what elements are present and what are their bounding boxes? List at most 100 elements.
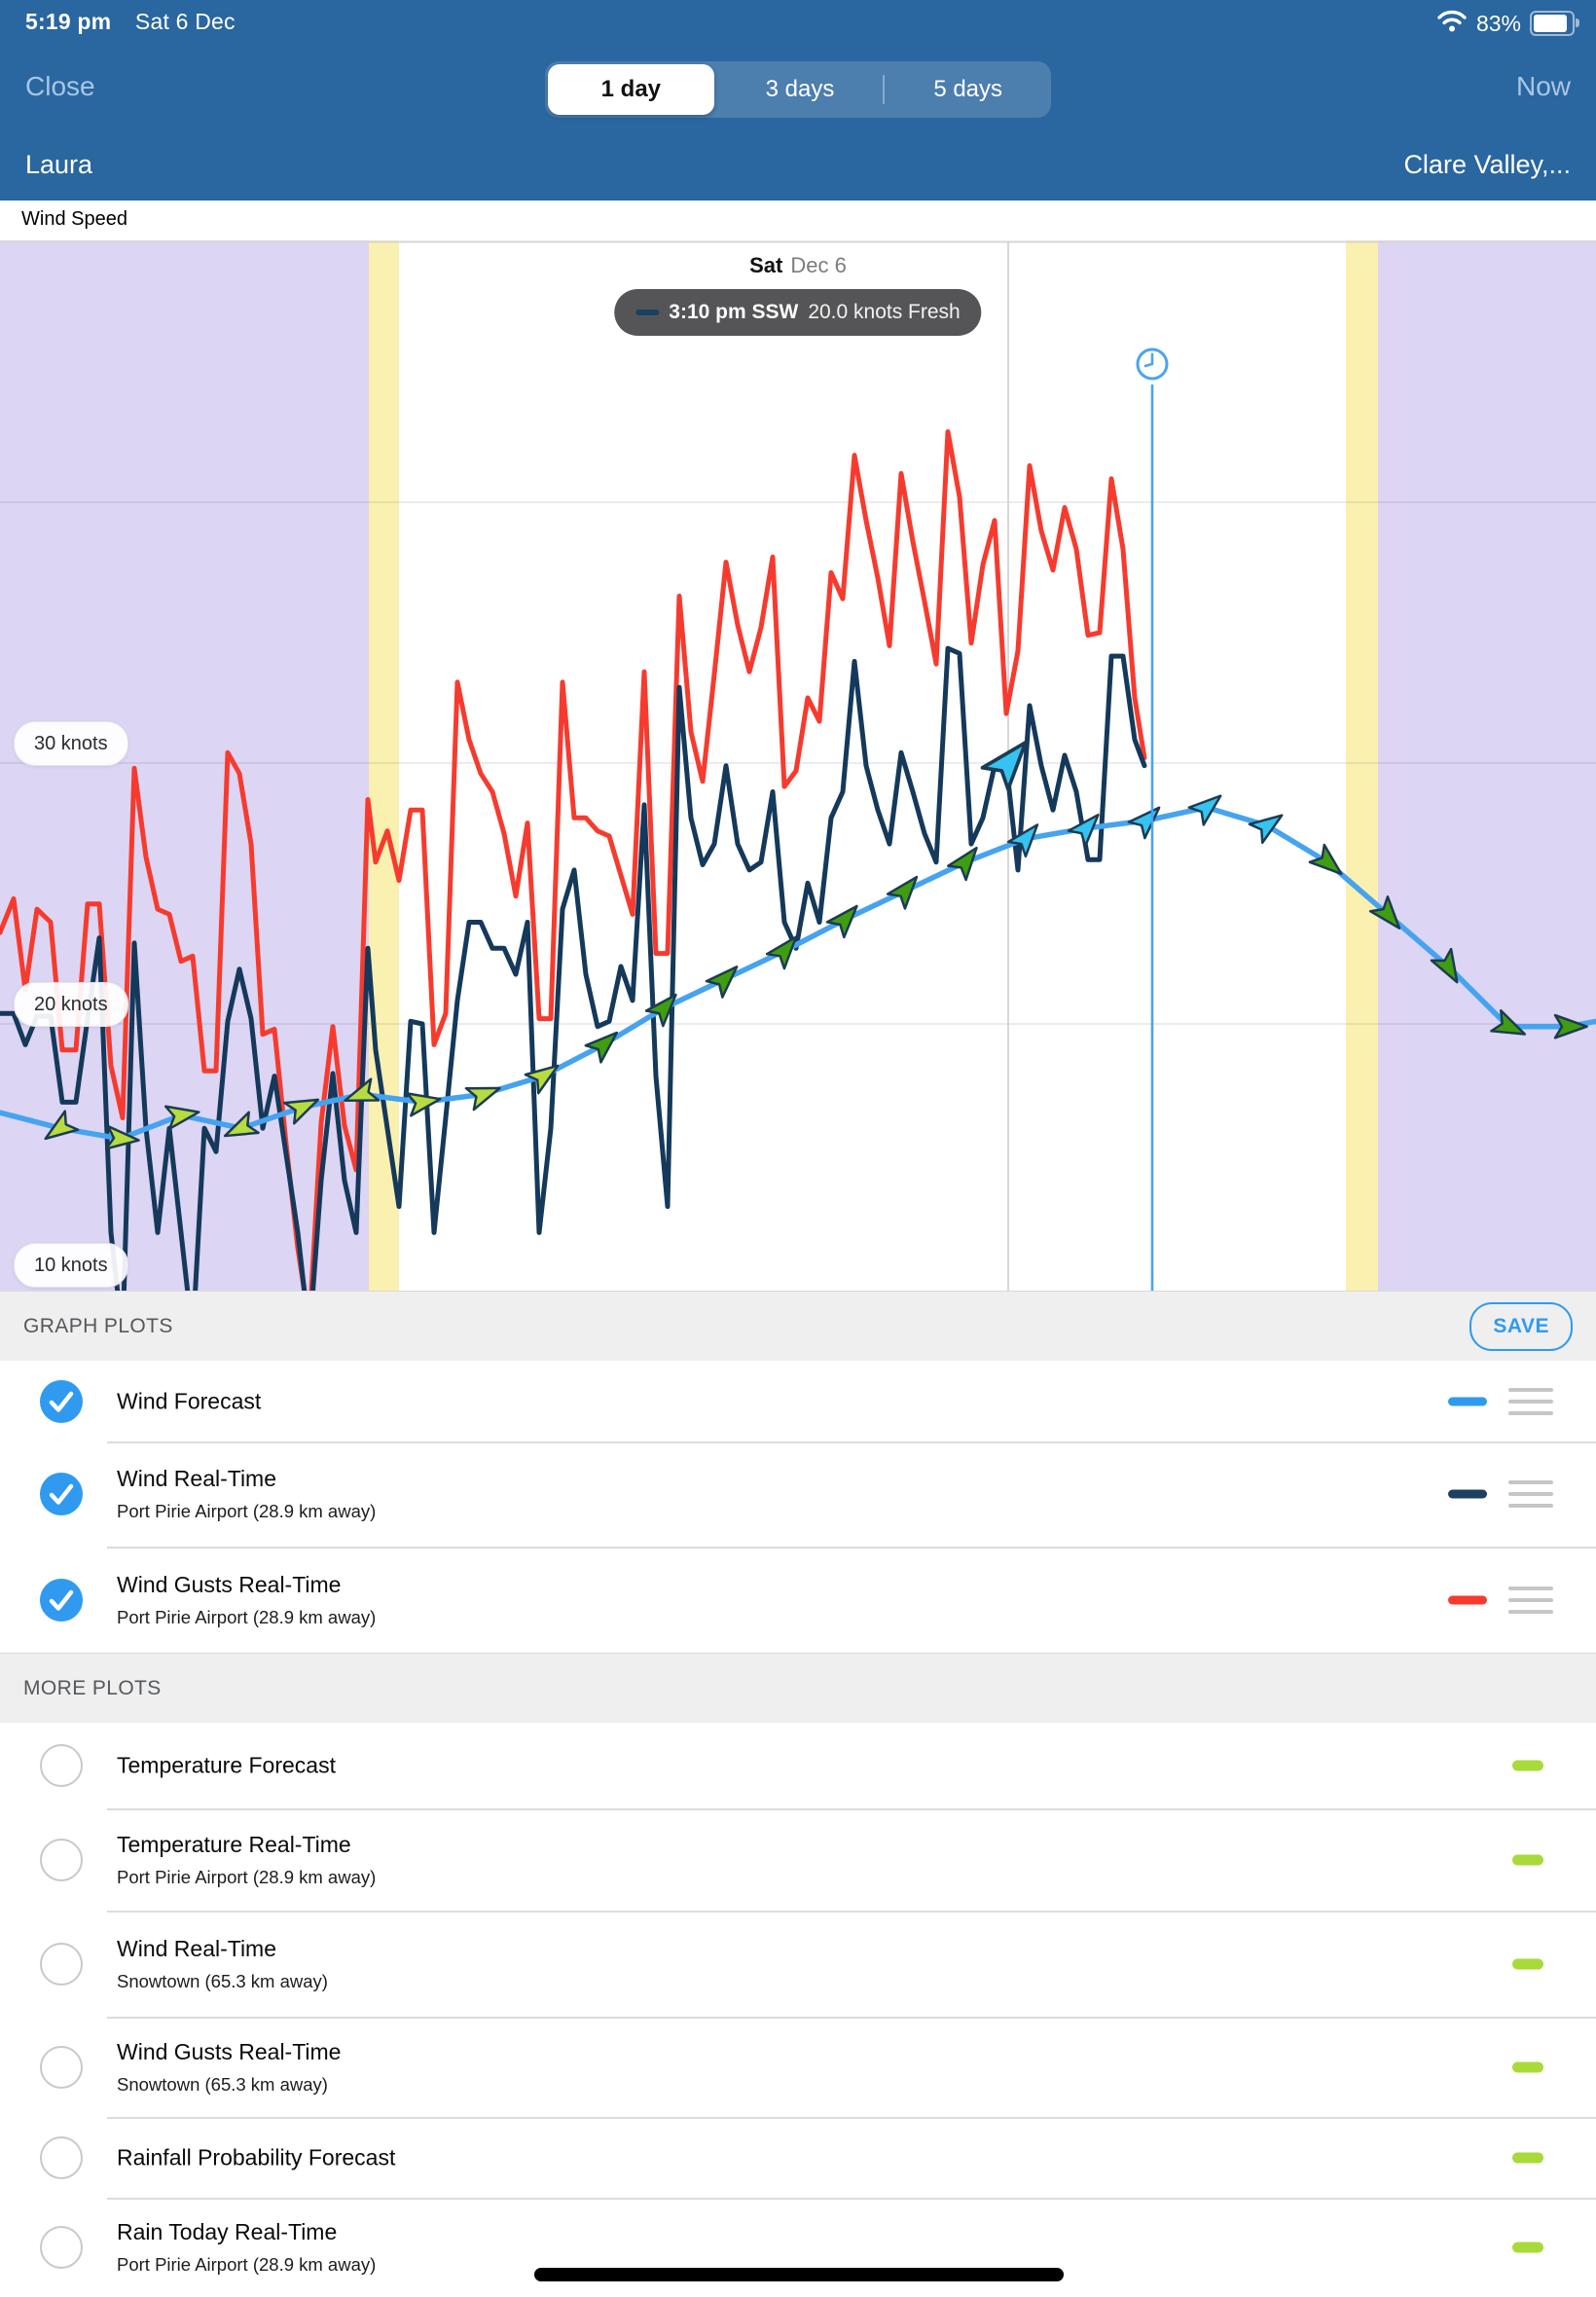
plot-title: Wind Gusts Real-Time: [117, 2038, 342, 2064]
segment-3-days[interactable]: 3 days: [765, 76, 835, 102]
clock-icon: [1136, 347, 1169, 381]
more-plots-header: MORE PLOTS: [23, 1677, 162, 1699]
drag-handle-icon[interactable]: [1508, 1480, 1553, 1508]
plot-row-rain-today-real-time[interactable]: Rain Today Real-Time Port Pirie Airport (…: [0, 2198, 1596, 2297]
unchecked-checkbox[interactable]: [40, 2226, 83, 2269]
plot-subtitle: Port Pirie Airport (28.9 km away): [117, 1501, 377, 1521]
plot-title: Temperature Real-Time: [117, 1831, 351, 1857]
unchecked-checkbox[interactable]: [40, 2135, 83, 2179]
home-indicator[interactable]: [534, 2268, 1064, 2281]
twilight-band: [369, 240, 399, 1291]
plot-row-wind-gusts-real-time[interactable]: Wind Gusts Real-Time Snowtown (65.3 km aw…: [0, 2017, 1596, 2117]
plot-title: Wind Real-Time: [117, 1935, 277, 1961]
more-plots-header-band: MORE PLOTS: [0, 1653, 1596, 1725]
plot-title: Wind Gusts Real-Time: [117, 1571, 342, 1597]
unchecked-checkbox[interactable]: [40, 1838, 83, 1881]
graph-plots-header: GRAPH PLOTS: [23, 1315, 173, 1337]
location-bar: Laura Clare Valley,...: [0, 144, 1596, 193]
wind-direction-arrow-icon: [1006, 823, 1039, 858]
plot-color-dash-icon: [1448, 1489, 1487, 1499]
wind-direction-arrow-icon: [464, 1086, 501, 1112]
unchecked-checkbox[interactable]: [40, 2045, 83, 2089]
wind-direction-arrow-icon: [705, 966, 739, 999]
plot-color-dash-icon: [1512, 2152, 1543, 2163]
plot-row-wind-real-time[interactable]: Wind Real-Time Port Pirie Airport (28.9 k…: [0, 1441, 1596, 1547]
series-wind-gusts-real-time: [0, 429, 1147, 1291]
wind-direction-arrow-icon: [825, 904, 858, 939]
segment-divider: [883, 75, 886, 104]
plot-color-dash-icon: [1512, 1760, 1543, 1771]
plot-color-dash-icon: [1512, 2061, 1543, 2072]
wind-speed-chart[interactable]: Sat Dec 6 3:10 pm SSW 20.0 knots Fresh 30…: [0, 240, 1596, 1291]
now-button[interactable]: Now: [1515, 71, 1571, 101]
drag-handle-icon[interactable]: [1508, 1586, 1553, 1614]
battery-icon: [1530, 11, 1579, 36]
series-wind-real-time: [0, 645, 1147, 1291]
unchecked-checkbox[interactable]: [40, 1744, 83, 1787]
plot-title: Rain Today Real-Time: [117, 2219, 338, 2244]
plot-color-dash-icon: [1512, 2242, 1543, 2253]
wind-direction-arrow-icon: [283, 1098, 320, 1125]
plot-row-temperature-real-time[interactable]: Temperature Real-Time Port Pirie Airport …: [0, 1808, 1596, 1911]
wind-direction-arrow-icon: [1430, 947, 1459, 984]
chart-title-strip: Wind Speed: [0, 201, 1596, 240]
plot-row-temperature-forecast[interactable]: Temperature Forecast: [0, 1723, 1596, 1808]
chart-canvas[interactable]: [0, 240, 1596, 1291]
plot-title: Temperature Forecast: [117, 1752, 336, 1778]
wind-direction-arrow-icon: [644, 993, 677, 1028]
plot-color-dash-icon: [1448, 1595, 1487, 1604]
region-name[interactable]: Clare Valley,...: [1403, 150, 1571, 179]
wind-direction-arrow-icon: [947, 846, 978, 882]
wind-direction-arrow-icon: [1067, 813, 1100, 848]
drag-handle-icon[interactable]: [1508, 1387, 1553, 1415]
wind-direction-arrow-icon: [1368, 895, 1401, 930]
y-axis-label-30: 30 knots: [14, 721, 128, 766]
plot-row-wind-real-time[interactable]: Wind Real-Time Snowtown (65.3 km away): [0, 1911, 1596, 2017]
status-time: 5:19 pm: [25, 9, 112, 34]
plot-row-wind-gusts-real-time[interactable]: Wind Gusts Real-Time Port Pirie Airport (…: [0, 1547, 1596, 1653]
plot-color-dash-icon: [1512, 1854, 1543, 1865]
plot-subtitle: Port Pirie Airport (28.9 km away): [117, 1866, 377, 1887]
wind-direction-arrow-icon: [344, 1077, 381, 1102]
plot-row-wind-forecast[interactable]: Wind Forecast: [0, 1361, 1596, 1441]
range-segmented-control: 1 day 3 days 5 days: [545, 61, 1051, 118]
checked-checkbox[interactable]: [40, 1473, 83, 1515]
checked-checkbox[interactable]: [40, 1578, 83, 1622]
plot-subtitle: Port Pirie Airport (28.9 km away): [117, 2254, 377, 2275]
status-bar: 5:19 pm Sat 6 Dec 83%: [0, 0, 1596, 43]
tooltip-date: Sat Dec 6: [749, 253, 847, 277]
close-button[interactable]: Close: [25, 71, 95, 101]
station-name: Laura: [25, 150, 93, 179]
segment-5-days[interactable]: 5 days: [933, 76, 1003, 102]
plot-title: Rainfall Probability Forecast: [117, 2144, 396, 2169]
y-axis-label-20: 20 knots: [14, 982, 128, 1027]
tooltip: 3:10 pm SSW 20.0 knots Fresh: [614, 289, 982, 336]
plot-subtitle: Snowtown (65.3 km away): [117, 2073, 328, 2095]
unchecked-checkbox[interactable]: [40, 1942, 83, 1986]
series-wind-forecast: [0, 804, 1596, 1142]
plot-subtitle: Snowtown (65.3 km away): [117, 1970, 328, 1991]
plot-subtitle: Port Pirie Airport (28.9 km away): [117, 1606, 377, 1627]
save-button[interactable]: SAVE: [1469, 1302, 1573, 1351]
segment-1-day[interactable]: 1 day: [548, 64, 714, 115]
wind-direction-arrow-icon: [223, 1111, 260, 1138]
checked-checkbox[interactable]: [40, 1379, 83, 1423]
plot-row-rainfall-probability-forecast[interactable]: Rainfall Probability Forecast: [0, 2117, 1596, 2198]
wind-direction-arrow-icon: [765, 935, 798, 970]
status-date: Sat 6 Dec: [134, 9, 236, 34]
wind-direction-arrow-icon: [104, 1124, 140, 1150]
wind-direction-arrow-icon: [1553, 1013, 1588, 1039]
plot-title: Wind Real-Time: [117, 1466, 277, 1491]
wind-direction-arrow-icon: [1248, 814, 1284, 845]
selected-wind-arrow-icon: [980, 741, 1028, 791]
wind-direction-arrow-icon: [584, 1031, 619, 1064]
graph-plots-header-band: GRAPH PLOTS SAVE: [0, 1291, 1596, 1363]
plot-color-dash-icon: [1448, 1397, 1487, 1405]
wind-direction-arrow-icon: [1187, 794, 1222, 826]
plot-title: Wind Forecast: [117, 1388, 262, 1413]
y-axis-label-10: 10 knots: [14, 1243, 128, 1288]
wind-direction-arrow-icon: [406, 1092, 442, 1117]
wind-direction-arrow-icon: [524, 1064, 560, 1095]
twilight-band: [1346, 240, 1378, 1291]
plot-color-dash-icon: [1512, 1958, 1543, 1969]
